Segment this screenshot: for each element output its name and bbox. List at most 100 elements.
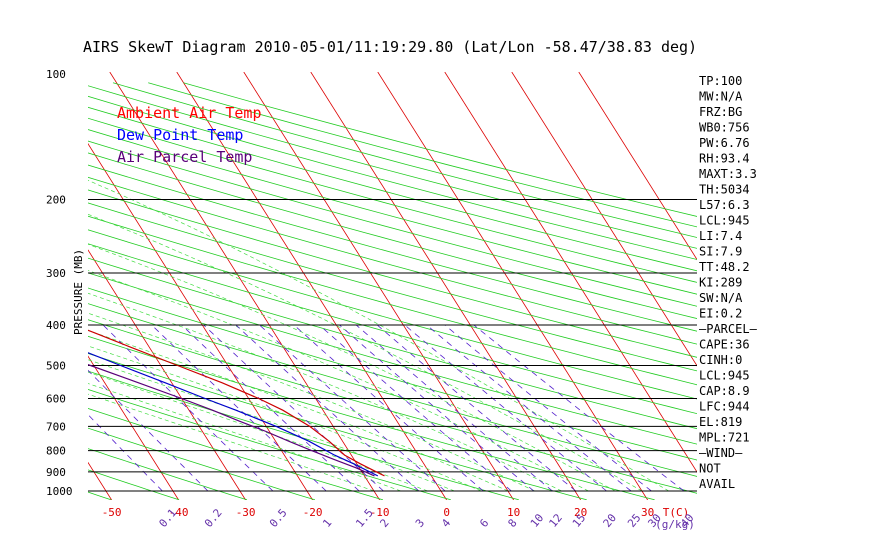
- index-entry: EI:0.2: [699, 307, 742, 321]
- dry-adiabat-line: [0, 83, 43, 500]
- mixing-ratio-tick-label: 20: [601, 511, 619, 530]
- dry-adiabat-line: [88, 176, 697, 345]
- index-entry: EL:819: [699, 415, 742, 429]
- mixing-ratio-line: [88, 369, 209, 492]
- pressure-tick-label: 300: [46, 267, 66, 280]
- dry-adiabat-line: [88, 95, 697, 260]
- pressure-tick-label: 400: [46, 319, 66, 332]
- index-entry: —PARCEL—: [699, 322, 758, 336]
- dry-adiabat-line: [88, 448, 248, 500]
- dry-adiabat-line: [88, 287, 697, 461]
- isotherm-line: [0, 72, 45, 500]
- mixing-ratio-tick-label: 1: [320, 516, 334, 529]
- dry-adiabat-line: [88, 303, 697, 477]
- pressure-tick-label: 700: [46, 420, 66, 433]
- bottom-temp-tick-label: 10: [507, 506, 520, 519]
- grid: [0, 72, 697, 500]
- ambient-air-templine: [88, 329, 385, 477]
- dry-adiabat-line: [88, 370, 519, 500]
- bottom-temp-tick-label: -10: [370, 506, 390, 519]
- index-entry: LFC:944: [699, 400, 750, 414]
- bottom-temp-tick-label: 0: [443, 506, 450, 519]
- legend: Ambient Air Temp Dew Point Temp Air Parcel…: [117, 104, 262, 166]
- legend-entry: Ambient Air Temp: [117, 104, 262, 122]
- mixing-ratio-tick-label: 12: [546, 511, 564, 530]
- index-entry: LI:7.4: [699, 229, 742, 243]
- moist-adiabat-line: [88, 179, 669, 492]
- index-entry: AVAIL: [699, 477, 735, 491]
- bottom-temp-tick-label: -30: [236, 506, 256, 519]
- moist-adiabat-line: [88, 270, 589, 492]
- dry-adiabat-line: [88, 319, 697, 494]
- dry-adiabat-line: [88, 469, 180, 500]
- dry-adiabat-line: [88, 215, 697, 386]
- dry-adiabat-line: [88, 229, 697, 400]
- dew-point-templine: [88, 352, 379, 477]
- dry-adiabat-line: [88, 129, 697, 295]
- isotherm-line: [88, 249, 246, 500]
- pressure-tick-label: 600: [46, 392, 66, 405]
- index-entry: MAXT:3.3: [699, 167, 757, 181]
- index-entry: RH:93.4: [699, 152, 750, 166]
- index-entry: PW:6.76: [699, 136, 750, 150]
- pressure-tick-label: 100: [46, 68, 66, 81]
- index-entry: —WIND—: [699, 446, 743, 460]
- legend-entry: Air Parcel Temp: [117, 148, 252, 166]
- dry-adiabat-line: [88, 352, 587, 500]
- index-entry: MPL:721: [699, 431, 750, 445]
- moist-adiabat-line: [88, 292, 562, 492]
- dry-adiabat-line: [88, 427, 316, 500]
- bottom-temp-unit-label: T(C): [663, 506, 690, 519]
- index-entry: LCL:945: [699, 214, 750, 228]
- index-entry: CINH:0: [699, 353, 742, 367]
- pressure-tick-label: 900: [46, 466, 66, 479]
- dry-adiabat-line: [88, 202, 697, 372]
- bottom-temp-tick-label: -40: [169, 506, 189, 519]
- isotherm-line: [444, 72, 697, 473]
- bottom-temp-tick-label: 20: [574, 506, 587, 519]
- dry-adiabat-line: [88, 140, 697, 307]
- isotherm-line: [88, 461, 112, 500]
- moist-adiabat-line: [88, 393, 375, 492]
- mixing-ratio-tick-label: 6: [477, 516, 491, 529]
- isotherm-line: [310, 72, 581, 500]
- dry-adiabat-line: [88, 243, 697, 415]
- mixing-ratio-line: [339, 324, 535, 492]
- mixing-ratio-tick-label: 3: [413, 516, 427, 529]
- isotherm-line: [88, 355, 179, 500]
- moist-adiabat-line: [88, 345, 482, 492]
- chart-title: AIRS SkewT Diagram 2010-05-01/11:19:29.8…: [83, 38, 697, 56]
- series-lines: [88, 329, 385, 477]
- air-parcel-templine: [88, 363, 375, 477]
- dry-adiabat-line: [88, 407, 384, 500]
- index-entry: WB0:756: [699, 121, 750, 135]
- index-entry: TT:48.2: [699, 260, 750, 274]
- index-entry: CAPE:36: [699, 338, 750, 352]
- dry-adiabat-line: [88, 257, 697, 430]
- index-entry: CAP:8.9: [699, 384, 750, 398]
- moist-adiabat-line: [88, 330, 509, 492]
- legend-entry: Dew Point Temp: [117, 126, 243, 144]
- dry-adiabat-line: [88, 272, 697, 445]
- pressure-tick-label: 1000: [46, 485, 73, 498]
- mixing-ratio-tick-label: 0.2: [202, 506, 225, 530]
- stability-indices: TP:100MW:N/AFRZ:BGWB0:756PW:6.76RH:93.4M…: [699, 74, 758, 491]
- dry-adiabat-line: [112, 82, 697, 238]
- isotherm-line: [511, 72, 697, 367]
- isotherm-line: [176, 72, 447, 500]
- dry-adiabat-line: [88, 491, 112, 500]
- isotherm-line: [377, 72, 648, 500]
- moist-adiabat-line: [88, 243, 616, 492]
- mixing-ratio-tick-label: 0.5: [267, 506, 290, 530]
- mixing-ratio-line: [377, 324, 577, 492]
- pressure-tick-label: 500: [46, 359, 66, 372]
- dry-adiabat-line: [88, 152, 697, 320]
- index-entry: NOT: [699, 462, 721, 476]
- isotherm-line: [109, 72, 380, 500]
- index-entry: MW:N/A: [699, 90, 743, 104]
- index-entry: SI:7.9: [699, 245, 742, 259]
- isobars: [88, 199, 697, 492]
- pressure-tick-label: 800: [46, 445, 66, 458]
- dry-adiabat-line: [183, 82, 697, 217]
